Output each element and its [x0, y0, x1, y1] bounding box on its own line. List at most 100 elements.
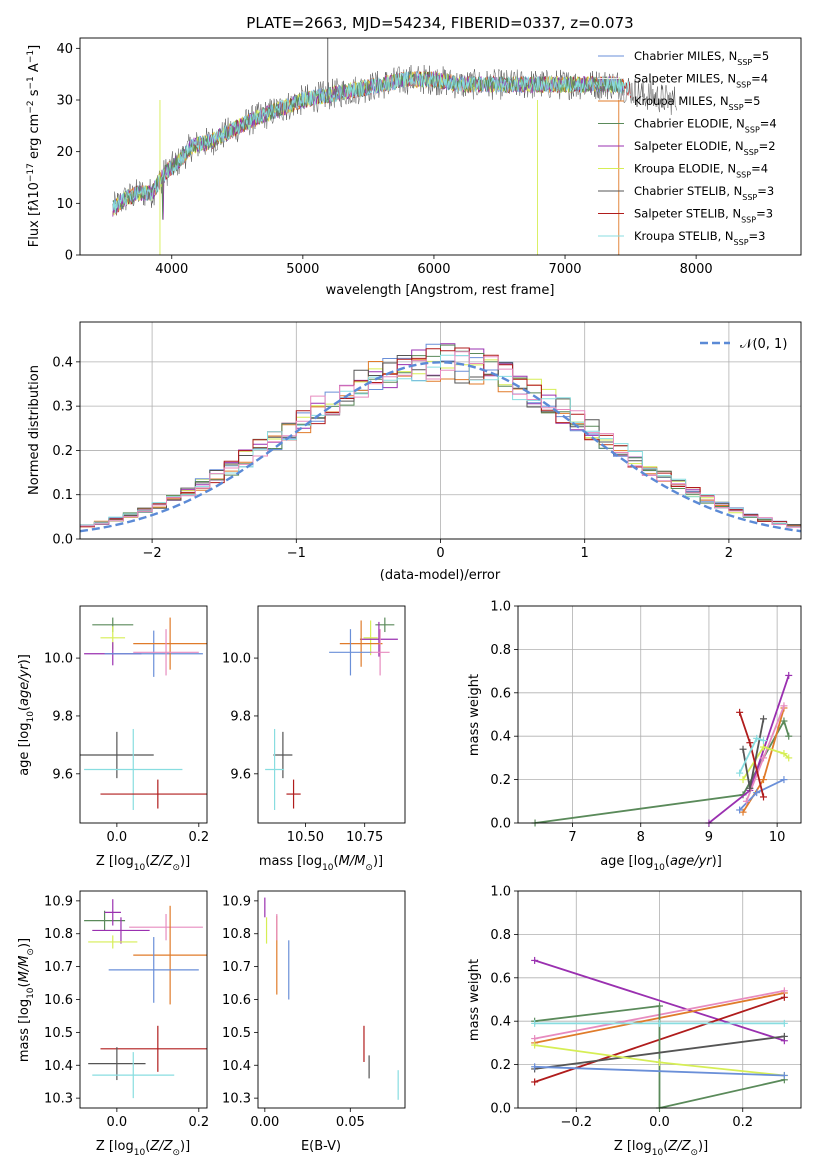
y-tick-label: 0.0: [490, 817, 511, 832]
spectrum-line-kroupa_stelib: [112, 71, 631, 214]
y-tick-label: 10.9: [222, 894, 251, 909]
y-tick-label: 0.0: [490, 1102, 511, 1117]
y-tick-label: 0.8: [490, 928, 511, 943]
residuals-panel: (data-model)/error Normed distribution −…: [27, 321, 802, 583]
spectrum-ylabel: Flux [fλ10−17 erg cm−2 s−1 A−1]: [26, 45, 42, 247]
age-vs-z-panel: Z [log10(Z/Z⊙)] age [log10(age/yr)] 0.0 0…: [17, 605, 209, 873]
y-tick-label: 10: [56, 197, 73, 212]
x-tick-label: 0.2: [188, 1115, 209, 1130]
y-tick-label: 9.8: [230, 709, 251, 724]
mass-vs-z-ylabel: mass [log10(M/M⊙)]: [17, 938, 36, 1062]
mass-vs-z-panel: Z [log10(Z/Z⊙)] mass [log10(M/M⊙)] 0.0 0.…: [17, 890, 209, 1158]
weight-line-chabrier_stelib: [534, 1035, 785, 1070]
y-tick-label: 1.0: [490, 885, 511, 900]
legend-entry: Kroupa MILES, NSSP=5: [634, 94, 760, 112]
y-tick-label: 10.5: [44, 1026, 73, 1041]
y-tick-label: 10.0: [222, 652, 251, 667]
spectrum-xlabel: wavelength [Angstrom, rest frame]: [326, 283, 555, 298]
x-tick-label: 0.2: [732, 1115, 753, 1130]
legend-entry: Chabrier STELIB, NSSP=3: [634, 184, 774, 202]
y-tick-label: 10.4: [44, 1059, 73, 1074]
y-tick-label: 10.6: [44, 993, 73, 1008]
mass-vs-ebv-xlabel: E(B-V): [301, 1139, 341, 1154]
y-tick-label: 10.7: [44, 960, 73, 975]
x-tick-label: 9: [705, 830, 713, 845]
x-tick-label: 1: [581, 546, 589, 561]
legend-entry: Salpeter ELODIE, NSSP=2: [634, 139, 776, 157]
x-tick-label: 10.50: [287, 830, 324, 845]
legend-entry: Chabrier MILES, NSSP=5: [634, 49, 769, 67]
x-tick-label: 10.75: [346, 830, 383, 845]
y-tick-label: 0.3: [52, 400, 73, 415]
y-tick-label: 9.8: [52, 709, 73, 724]
x-tick-label: 8000: [680, 262, 713, 277]
axes-frame: [517, 605, 802, 824]
spectrum-line-chabrier_elodie: [112, 70, 625, 220]
y-tick-label: 10.3: [222, 1092, 251, 1107]
y-tick-label: 0.1: [52, 488, 73, 503]
y-tick-label: 0: [65, 249, 73, 264]
weight-line-chabrier_elodie: [534, 1004, 785, 1108]
y-tick-label: 10.9: [44, 894, 73, 909]
spectrum-panel: PLATE=2663, MJD=54234, FIBERID=0337, z=0…: [26, 14, 802, 298]
weight-vs-age-panel: age [log10(age/yr)] mass weight 7 8 9 10 0.0…: [467, 600, 802, 873]
normal-curve: [80, 361, 801, 533]
legend-entry: Chabrier ELODIE, NSSP=4: [634, 117, 777, 135]
weight-vs-age-xlabel: age [log10(age/yr)]: [600, 854, 722, 873]
axes-frame: [79, 37, 802, 256]
spectrum-line-kroupa_elodie: [112, 71, 625, 216]
x-tick-label: 4000: [155, 262, 188, 277]
residuals-ylabel: Normed distribution: [27, 365, 42, 495]
y-tick-label: 0.8: [490, 643, 511, 658]
weight-line-kroupa_elodie: [742, 745, 790, 781]
age-vs-z-ylabel: age [log10(age/yr)]: [17, 654, 36, 776]
residuals-xlabel: (data-model)/error: [380, 568, 501, 583]
y-tick-label: 10.5: [222, 1026, 251, 1041]
x-tick-label: 7: [568, 830, 576, 845]
x-tick-label: 0: [436, 546, 444, 561]
y-tick-label: 30: [56, 94, 73, 109]
age-vs-mass-xlabel: mass [log10(M/M⊙)]: [259, 854, 383, 873]
y-tick-label: 0.4: [52, 355, 73, 370]
x-tick-label: −2: [143, 546, 162, 561]
weight-vs-age-ylabel: mass weight: [467, 674, 482, 756]
legend-entry: 𝒩(0, 1): [740, 337, 787, 352]
y-tick-label: 0.2: [490, 1058, 511, 1073]
x-tick-label: 2: [725, 546, 733, 561]
y-tick-label: 0.6: [490, 686, 511, 701]
y-tick-label: 10.8: [44, 927, 73, 942]
weight-vs-z-xlabel: Z [log10(Z/Z⊙)]: [614, 1139, 708, 1158]
x-tick-label: 0.00: [250, 1115, 279, 1130]
y-tick-label: 10.8: [222, 927, 251, 942]
y-tick-label: 10.4: [222, 1059, 251, 1074]
legend-entry: Kroupa ELODIE, NSSP=4: [634, 162, 768, 180]
x-tick-label: 0.0: [649, 1115, 670, 1130]
weight-vs-z-ylabel: mass weight: [467, 959, 482, 1041]
x-tick-label: −1: [287, 546, 306, 561]
spectrum-title: PLATE=2663, MJD=54234, FIBERID=0337, z=0…: [246, 14, 633, 32]
y-tick-label: 10.7: [222, 960, 251, 975]
y-tick-label: 10.0: [44, 652, 73, 667]
x-tick-label: 7000: [548, 262, 581, 277]
legend-entry: Kroupa STELIB, NSSP=3: [634, 229, 765, 247]
legend-entry: Salpeter MILES, NSSP=4: [634, 72, 768, 90]
histogram-steps-pink: [80, 351, 801, 529]
x-tick-label: 8: [637, 830, 645, 845]
y-tick-label: 0.4: [490, 730, 511, 745]
mass-vs-z-xlabel: Z [log10(Z/Z⊙)]: [96, 1139, 190, 1158]
weight-vs-z-panel: Z [log10(Z/Z⊙)] mass weight −0.2 0.0 0.2 0.…: [467, 885, 802, 1158]
y-tick-label: 9.6: [230, 767, 251, 782]
x-tick-label: 0.0: [107, 1115, 128, 1130]
axes-frame: [79, 890, 208, 1109]
y-tick-label: 20: [56, 145, 73, 160]
axes-frame: [79, 605, 208, 824]
axes-frame: [257, 890, 406, 1109]
axes-frame: [79, 321, 802, 540]
x-tick-label: 5000: [286, 262, 319, 277]
age-vs-z-xlabel: Z [log10(Z/Z⊙)]: [96, 854, 190, 873]
y-tick-label: 9.6: [52, 767, 73, 782]
y-tick-label: 0.0: [52, 533, 73, 548]
y-tick-label: 0.4: [490, 1015, 511, 1030]
x-tick-label: −0.2: [560, 1115, 592, 1130]
